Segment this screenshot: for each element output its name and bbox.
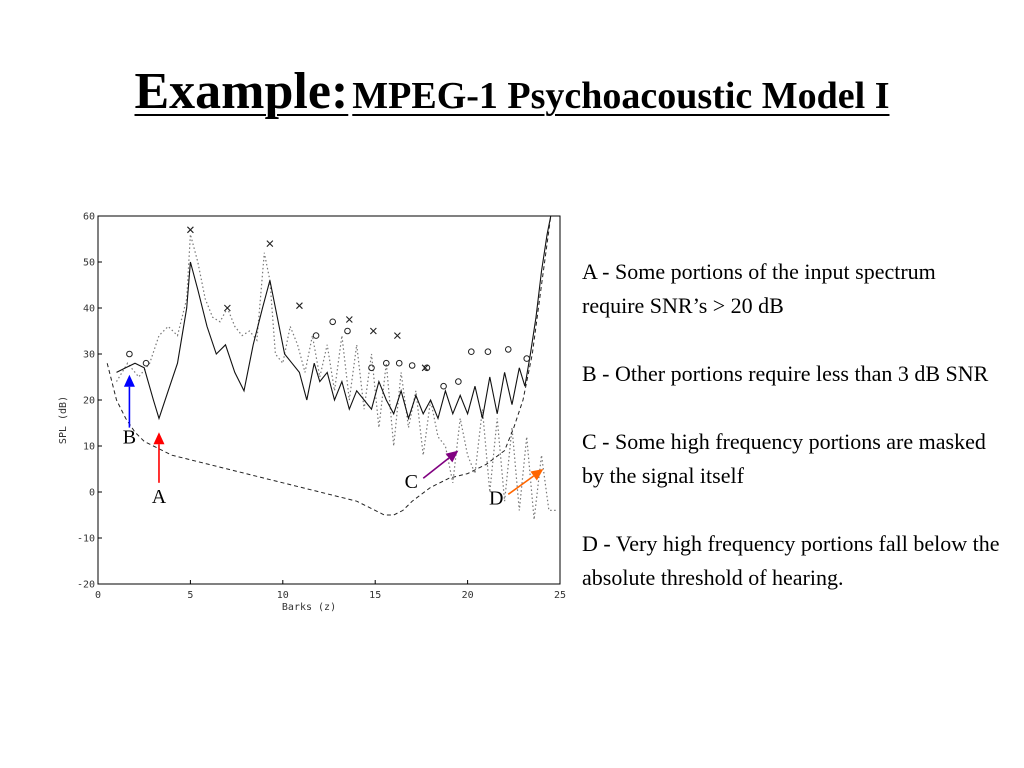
masked-spectrum-dotted-line	[115, 234, 557, 520]
y-tick-label: 60	[83, 212, 95, 223]
noise-masker-o-marker	[523, 355, 531, 362]
noise-masker-o-marker	[142, 359, 150, 367]
noise-masker-o-marker	[344, 327, 351, 335]
y-tick-label: 10	[83, 442, 95, 453]
tonal-masker-x-marker	[393, 332, 401, 339]
plot-area	[106, 216, 557, 520]
noise-masker-o-marker	[440, 382, 447, 390]
x-tick-label: 15	[369, 590, 381, 601]
notes-panel: A - Some portions of the input spectrum …	[582, 255, 1002, 595]
annotation-label-b: B	[123, 427, 136, 449]
y-tick-label: -20	[77, 580, 95, 591]
absolute-threshold-dashed-line	[106, 216, 552, 516]
noise-masker-o-marker	[368, 364, 375, 372]
annotation-label-a: A	[152, 486, 167, 508]
y-tick-label: 30	[83, 350, 95, 361]
annotation-label-d: D	[489, 487, 503, 509]
spl-chart: 0 5 10 15 20 25 60 50 40 30 20 10 0 -10 -20 Barks (z) SP…	[58, 212, 566, 614]
noise-masker-o-marker	[126, 350, 133, 358]
tonal-masker-x-marker	[345, 316, 353, 323]
noise-masker-o-marker	[423, 364, 431, 372]
y-tick-label: 0	[89, 488, 95, 499]
slide-title: Example: MPEG-1 Psychoacoustic Model I	[0, 62, 1024, 121]
title-rest: MPEG-1 Psychoacoustic Model I	[352, 75, 890, 117]
x-tick-label: 20	[462, 590, 474, 601]
annotation-label-c: C	[405, 471, 418, 493]
arrow-c-shaft	[422, 457, 450, 479]
plot-frame	[97, 215, 561, 585]
tonal-masker-x-marker	[296, 302, 303, 310]
arrow-d-head	[530, 469, 544, 481]
tonal-masker-x-marker	[421, 364, 429, 372]
note-d: D - Very high frequency portions fall be…	[582, 531, 1000, 590]
note-a: A - Some portions of the input spectrum …	[582, 259, 936, 318]
tonal-masker-x-marker	[187, 226, 194, 234]
noise-masker-o-marker	[329, 318, 336, 326]
noise-masker-o-marker	[504, 346, 512, 353]
noise-masker-o-marker	[382, 359, 390, 367]
x-tick-label: 0	[95, 590, 101, 601]
noise-masker-o-marker	[395, 359, 403, 367]
x-tick-label: 25	[554, 590, 566, 601]
x-tick-label: 10	[277, 590, 289, 601]
noise-masker-o-marker	[484, 348, 492, 355]
masking-threshold-line	[116, 216, 552, 421]
tonal-masker-x-marker	[223, 304, 231, 312]
noise-masker-o-marker	[455, 378, 462, 385]
tonal-masker-x-marker	[266, 240, 274, 247]
arrow-b-head	[123, 374, 135, 387]
y-tick-label: 50	[83, 258, 95, 269]
arrow-d-shaft	[507, 475, 535, 495]
x-tick-label: 5	[187, 590, 193, 601]
y-tick-label: -10	[77, 534, 95, 545]
note-b: B - Other portions require less than 3 d…	[582, 361, 989, 386]
tonal-masker-x-marker	[369, 327, 377, 335]
noise-masker-o-marker	[467, 348, 475, 355]
y-tick-label: 20	[83, 396, 95, 407]
noise-masker-o-marker	[408, 362, 416, 369]
y-axis-label: SPL (dB)	[58, 396, 69, 444]
noise-masker-o-marker	[312, 332, 320, 339]
title-prefix: Example:	[134, 63, 349, 120]
arrow-a-head	[153, 432, 165, 445]
arrow-c-head	[445, 450, 459, 463]
note-c: C - Some high frequency portions are mas…	[582, 429, 986, 488]
x-axis-label: Barks (z)	[282, 602, 336, 613]
y-tick-label: 40	[83, 304, 95, 315]
